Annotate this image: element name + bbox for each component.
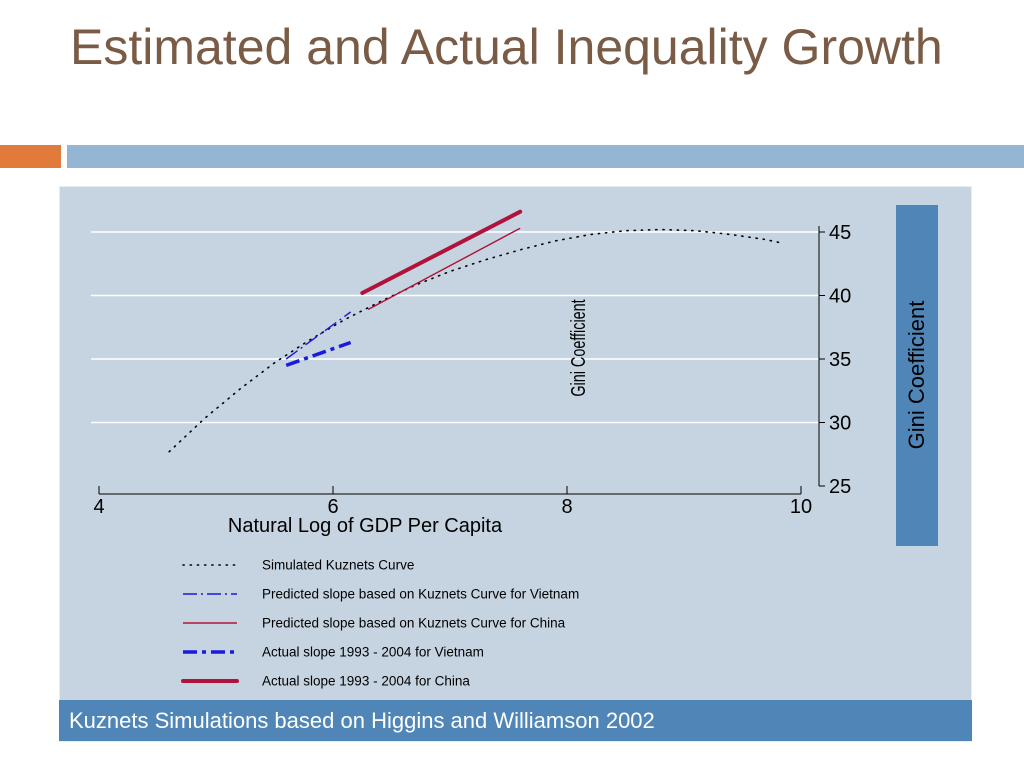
series-line-4 bbox=[285, 340, 352, 368]
series-line-2 bbox=[285, 311, 352, 360]
kuznets-chart: 4 6 8 10 25 30 35 40 45 Gini Coefficient Natura… bbox=[91, 209, 851, 689]
y-tick-label: 45 bbox=[829, 222, 851, 244]
y-tick-label: 35 bbox=[829, 349, 851, 371]
figure-caption: Kuznets Simulations based on Higgins and… bbox=[59, 700, 972, 741]
legend-label-2: Predicted slope based on Kuznets Curve f… bbox=[262, 587, 579, 602]
x-tick-label: 8 bbox=[561, 496, 572, 518]
series-line-5 bbox=[360, 209, 523, 295]
chart-panel: 4 6 8 10 25 30 35 40 45 Gini Coefficient Natura… bbox=[59, 186, 972, 742]
x-tick-label: 10 bbox=[790, 496, 812, 518]
legend-label-5: Actual slope 1993 - 2004 for China bbox=[262, 674, 470, 689]
series-line-1 bbox=[168, 228, 785, 453]
title-accent-bar-orange bbox=[0, 145, 61, 168]
legend-label-1: Simulated Kuznets Curve bbox=[262, 558, 414, 573]
y-tick-label: 40 bbox=[829, 286, 851, 308]
slide-title: Estimated and Actual Inequality Growth bbox=[70, 19, 943, 75]
series-line-3 bbox=[367, 227, 521, 311]
title-accent-bar-blue bbox=[67, 145, 1024, 168]
inner-y-axis-label: Gini Coefficient bbox=[567, 299, 590, 396]
legend-label-4: Actual slope 1993 - 2004 for Vietnam bbox=[262, 645, 484, 660]
legend-label-3: Predicted slope based on Kuznets Curve f… bbox=[262, 616, 566, 631]
x-tick-label: 4 bbox=[93, 496, 104, 518]
x-axis-label: Natural Log of GDP Per Capita bbox=[228, 515, 503, 537]
y-tick-label: 25 bbox=[829, 476, 851, 498]
y-tick-label: 30 bbox=[829, 413, 851, 435]
axis-label-box bbox=[896, 205, 938, 546]
x-tick-label: 6 bbox=[327, 496, 338, 518]
overlay-axis-label: Gini Coefficient bbox=[904, 300, 929, 450]
